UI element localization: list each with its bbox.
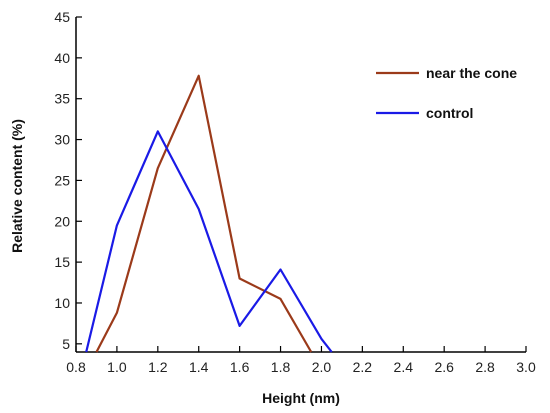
x-tick-label: 1.0: [107, 359, 127, 375]
x-tick-label: 2.6: [434, 359, 454, 375]
x-tick-label: 2.0: [312, 359, 332, 375]
legend-label: near the cone: [426, 65, 517, 81]
y-tick-label: 20: [54, 213, 70, 229]
y-tick-label: 30: [54, 132, 70, 148]
x-tick-label: 2.8: [475, 359, 495, 375]
legend: near the cone control: [376, 65, 517, 121]
y-tick-label: 10: [54, 295, 70, 311]
x-tick-label: 1.6: [230, 359, 250, 375]
y-tick-label: 40: [54, 50, 70, 66]
y-tick-label: 35: [54, 91, 70, 107]
y-axis-title: Relative content (%): [9, 119, 25, 253]
x-tick-label: 1.2: [148, 359, 168, 375]
x-tick-label: 1.4: [189, 359, 209, 375]
x-tick-label: 3.0: [516, 359, 536, 375]
x-tick-label: 2.2: [353, 359, 373, 375]
legend-label: control: [426, 105, 473, 121]
y-tick-label: 45: [54, 9, 70, 25]
x-axis-title: Height (nm): [262, 390, 340, 406]
y-tick-label: 15: [54, 254, 70, 270]
y-tick-label: 5: [62, 336, 70, 352]
x-tick-label: 2.4: [394, 359, 414, 375]
plot-area: [75, 17, 526, 353]
x-tick-label: 1.8: [271, 359, 291, 375]
series-line-near-the-cone: [95, 74, 313, 353]
series-line-control: [85, 130, 333, 353]
x-ticks: 0.8 1.0 1.2 1.4 1.6 1.8 2.0 2.2 2.4 2.6 2.8 3.0: [66, 346, 536, 375]
x-tick-label: 0.8: [66, 359, 86, 375]
y-tick-label: 25: [54, 172, 70, 188]
series-layer: [85, 74, 333, 353]
y-ticks: 5 10 15 20 25 30 35 40 45: [54, 9, 82, 352]
